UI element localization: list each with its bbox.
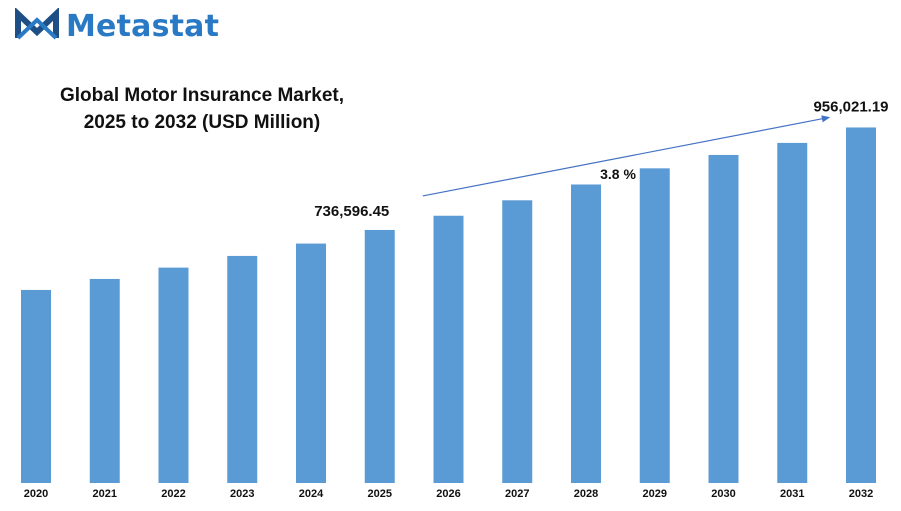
bar-2026 bbox=[433, 215, 464, 483]
bar-2030 bbox=[708, 154, 739, 483]
brand-name: Metastat bbox=[66, 8, 220, 44]
x-tick-label: 2020 bbox=[24, 488, 48, 500]
bar-2029 bbox=[639, 168, 670, 483]
bar-2020 bbox=[21, 289, 51, 483]
x-tick-label: 2031 bbox=[780, 488, 804, 500]
growth-arrow bbox=[422, 115, 831, 197]
bar-2022 bbox=[158, 267, 189, 483]
chart-title: Global Motor Insurance Market, 2025 to 2… bbox=[32, 82, 372, 136]
x-tick-label: 2022 bbox=[161, 488, 185, 500]
chart-title-line-2: 2025 to 2032 (USD Million) bbox=[83, 112, 321, 133]
bar-2031 bbox=[777, 142, 808, 483]
x-tick-label: 2028 bbox=[574, 488, 598, 500]
x-tick-label: 2027 bbox=[505, 488, 529, 500]
bar-2021 bbox=[89, 278, 120, 483]
x-tick-label: 2025 bbox=[368, 488, 392, 500]
x-tick-label: 2024 bbox=[299, 488, 324, 500]
brand-logo: Metastat bbox=[14, 6, 219, 46]
bar-2032 bbox=[846, 127, 876, 483]
bar-2028 bbox=[571, 184, 601, 483]
bar-series bbox=[21, 127, 876, 484]
x-tick-label: 2021 bbox=[93, 488, 117, 500]
x-tick-label: 2023 bbox=[230, 488, 254, 500]
end-value-label: 956,021.19 bbox=[813, 98, 888, 115]
bar-2024 bbox=[296, 243, 326, 483]
x-tick-label: 2029 bbox=[643, 488, 667, 500]
bar-2027 bbox=[502, 200, 533, 484]
x-tick-label: 2026 bbox=[436, 488, 460, 500]
x-tick-label: 2030 bbox=[711, 488, 735, 500]
bar-2025 bbox=[364, 229, 395, 483]
x-tick-label: 2032 bbox=[849, 488, 873, 500]
metastat-m-logo-icon bbox=[15, 8, 59, 40]
x-axis-ticks: 2020 2021 2022 2023 2024 2025 2026 2027 2028 2029… bbox=[24, 488, 873, 500]
growth-annotations: 736,596.45 956,021.19 3.8 % bbox=[314, 98, 888, 220]
bar-2023 bbox=[227, 255, 258, 483]
cagr-label: 3.8 % bbox=[600, 166, 636, 182]
chart-title-line-1: Global Motor Insurance Market, bbox=[60, 85, 344, 106]
start-value-label: 736,596.45 bbox=[314, 203, 389, 220]
